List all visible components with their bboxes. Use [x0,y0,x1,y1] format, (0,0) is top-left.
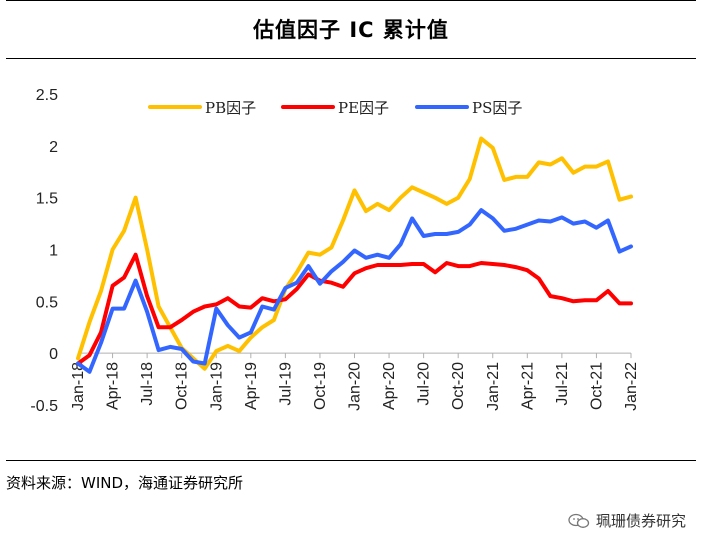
x-tick-label: Jan-22 [623,362,640,411]
y-tick-label: -0.5 [30,398,58,415]
series-line-3 [76,208,633,374]
y-tick-label: 1 [49,243,58,260]
x-tick-label: Apr-19 [243,362,260,410]
x-tick-label: Jan-19 [208,362,225,411]
legend-label: PS因子 [472,99,522,117]
y-tick-label: 1.5 [36,191,58,208]
source-note: 资料来源：WIND，海通证券研究所 [6,474,244,492]
x-axis: Jan-18 Apr-18 Jul-18 Oct-18 Jan-19 Apr-19 Jul-… [70,352,640,411]
title-bottom-rule [6,58,696,59]
brand-name: 珮珊债券研究 [595,512,686,530]
legend: PB因子 PE因子 PS因子 [148,99,522,117]
legend-label: PB因子 [205,99,256,117]
source-top-rule [6,460,696,461]
series-line-2 [76,252,633,366]
x-tick-label: Apr-20 [381,362,398,410]
x-tick-label: Jan-21 [485,362,502,411]
chart-title: 估值因子 IC 累计值 [253,18,449,42]
y-tick-label: 0.5 [36,294,58,311]
x-tick-label: Oct-18 [174,362,191,410]
y-axis: -0.5 0 0.5 1 1.5 2 2.5 [30,87,58,415]
x-tick-label: Jul-19 [277,362,294,406]
x-tick-label: Jan-18 [70,362,87,411]
title-top-rule [6,0,696,1]
line-chart: -0.5 0 0.5 1 1.5 2 2.5 Jan-18 Apr-18 Jul-18 Oct-1… [30,87,640,415]
legend-label: PE因子 [338,99,389,117]
x-tick-label: Jul-21 [554,362,571,406]
series-line-1 [76,136,633,371]
x-tick-label: Jul-20 [416,362,433,406]
x-tick-label: Oct-20 [450,362,467,410]
x-tick-label: Oct-21 [588,362,605,410]
brand-watermark: 珮珊债券研究 [568,510,686,531]
x-tick-label: Oct-19 [312,362,329,410]
y-tick-label: 2 [49,139,58,156]
x-tick-label: Apr-21 [519,362,536,410]
x-tick-label: Jan-20 [347,362,364,411]
y-tick-label: 0 [49,346,58,363]
y-tick-label: 2.5 [36,87,58,104]
series-lines [76,136,633,374]
x-tick-label: Apr-18 [105,362,122,410]
x-tick-label: Jul-18 [139,362,156,406]
wechat-icon [568,513,590,528]
